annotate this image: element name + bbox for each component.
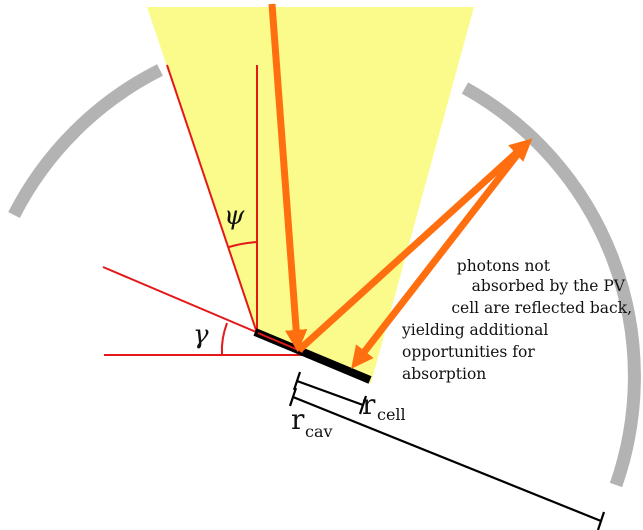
r-cav-label: r cav (291, 403, 333, 441)
annotation: photons not absorbed by the PV cell are … (401, 257, 632, 383)
psi-label: ψ (224, 201, 245, 231)
r-cell-tick-right (358, 395, 368, 415)
annotation-line: photons not (457, 257, 551, 275)
r-cell-line (296, 379, 364, 407)
annotation-line: absorption (402, 365, 486, 383)
annotation-line: cell are reflected back, (451, 299, 632, 317)
r-cell-dimension (292, 371, 368, 415)
r-cav-label-main: r (291, 403, 305, 436)
gamma-arc (220, 322, 228, 356)
r-cell-label-sub: cell (377, 405, 406, 424)
r-cav-tick-right (596, 511, 606, 530)
incoming-ray (268, 3, 308, 353)
psi-arc (228, 241, 258, 248)
r-cav-label-sub: cav (305, 422, 333, 441)
photon-rays (268, 3, 533, 369)
r-cell-label-main: r (362, 388, 376, 421)
gamma-label: γ (193, 320, 209, 350)
r-cav-line (292, 395, 602, 523)
annotation-line: absorbed by the PV (472, 277, 626, 295)
reflected-ray-back (351, 143, 527, 369)
cavity-wall-left (8, 64, 163, 218)
r-cell-tick-left (292, 371, 302, 391)
psi-slanted-line (166, 64, 258, 334)
light-cone (147, 7, 474, 383)
cavity-wall-right (461, 82, 641, 488)
annotation-line: yielding additional (401, 321, 548, 339)
r-cav-dimension (288, 387, 606, 530)
reflected-ray-out (296, 138, 533, 353)
r-cav-tick-left (288, 387, 298, 407)
r-cell-label: r cell (362, 388, 406, 424)
annotation-line: opportunities for (402, 343, 535, 361)
